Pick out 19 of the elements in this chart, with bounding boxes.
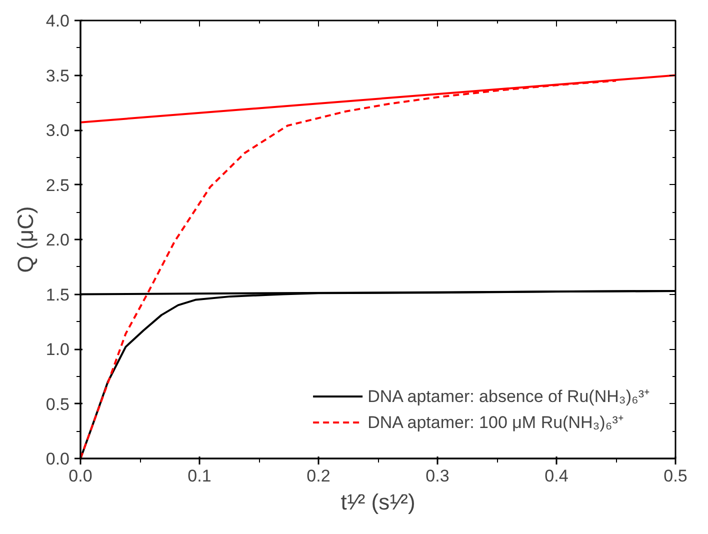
x-tick-label: 0.3: [426, 466, 450, 486]
x-tick-label: 0.1: [188, 466, 212, 486]
y-tick-label: 3.0: [46, 121, 70, 140]
y-tick-label: 0.0: [46, 450, 70, 468]
x-tick-label: 0.4: [544, 466, 568, 486]
y-tick-label: 0.5: [46, 394, 70, 414]
x-tick-label: 0.2: [306, 466, 330, 486]
y-tick-label: 2.5: [46, 176, 70, 195]
x-axis-title: t¹⁄² (s¹⁄²): [340, 490, 416, 514]
y-tick-label: 1.0: [46, 340, 70, 359]
x-tick-label: 0.5: [664, 466, 688, 486]
y-tick-label: 4.0: [46, 12, 70, 30]
y-axis-title: Q (μC): [12, 206, 38, 273]
y-tick-label: 1.5: [46, 285, 70, 304]
legend-label: DNA aptamer: absence of Ru(NH₃)₆³⁺: [368, 386, 650, 407]
x-tick-label: 0.0: [68, 466, 92, 486]
legend-label: DNA aptamer: 100 μM Ru(NH₃)₆³⁺: [368, 412, 624, 433]
y-tick-label: 2.0: [46, 230, 70, 250]
y-tick-label: 3.5: [46, 66, 70, 86]
